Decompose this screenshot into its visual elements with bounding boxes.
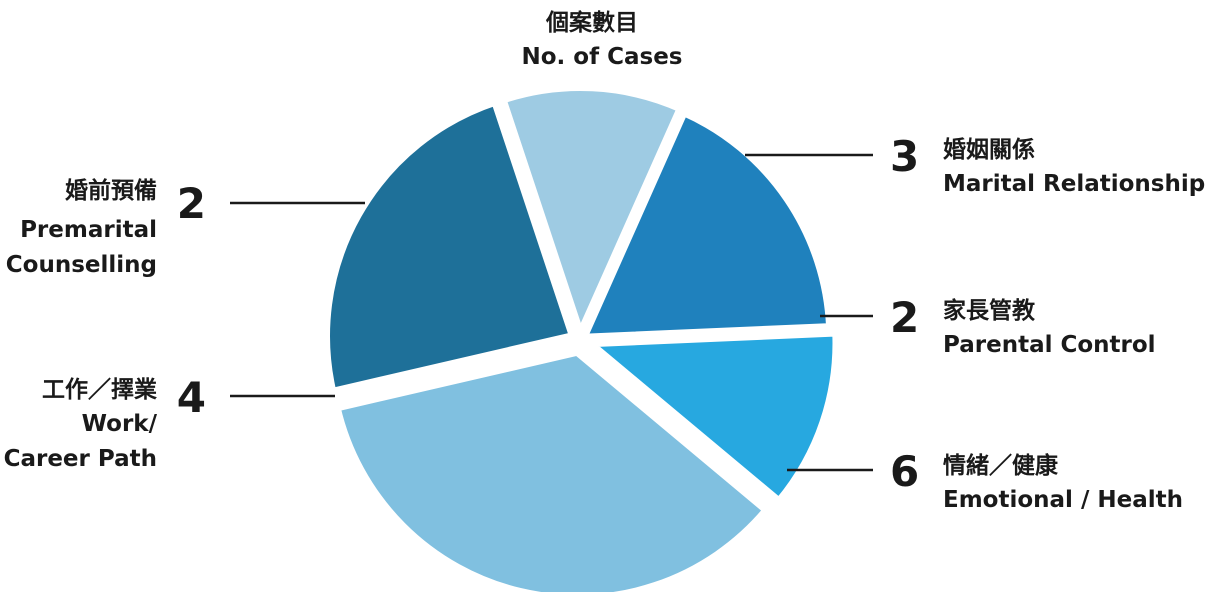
- value-label-work: 4: [177, 373, 206, 422]
- value-label-emotional: 6: [890, 447, 919, 496]
- category-label-en-premarital: Counselling: [6, 252, 157, 278]
- value-label-premarital: 2: [177, 179, 206, 228]
- pie-slice-premarital: [497, 83, 687, 346]
- category-label-en-parental: Parental Control: [943, 332, 1156, 358]
- pie-slice-parental: [578, 328, 841, 508]
- category-label-en-emotional: Emotional / Health: [943, 487, 1183, 513]
- value-label-marital: 3: [890, 132, 919, 181]
- category-label-en-work: Career Path: [4, 446, 157, 472]
- pie-slice-marital: [577, 106, 835, 343]
- slice-label-emotional: 6 情緒／健康 Emotional / Health: [787, 447, 1183, 513]
- slice-label-parental: 2 家長管教 Parental Control: [820, 293, 1156, 358]
- category-label-zh-work: 工作／擇業: [42, 376, 158, 403]
- category-label-en-work: Work/: [82, 411, 158, 437]
- category-label-zh-premarital: 婚前預備: [65, 177, 157, 204]
- chart-subtitle: No. of Cases: [522, 44, 683, 70]
- pie-slices: [322, 83, 841, 592]
- category-label-zh-marital: 婚姻關係: [943, 136, 1035, 163]
- category-label-en-premarital: Premarital: [20, 217, 157, 243]
- value-label-parental: 2: [890, 293, 919, 342]
- pie-slice-work: [322, 96, 579, 397]
- chart-title: 個案數目: [545, 9, 638, 36]
- category-label-en-marital: Marital Relationship: [943, 171, 1205, 197]
- category-label-zh-emotional: 情緒／健康: [943, 452, 1059, 479]
- slice-label-work: 4 工作／擇業 Work/Career Path: [4, 373, 335, 472]
- slice-labels: 3 婚姻關係 Marital Relationship 2 家長管教 Parental C…: [4, 132, 1206, 513]
- slice-label-premarital: 2 婚前預備 Premarital Counselling: [6, 177, 365, 278]
- category-label-zh-parental: 家長管教: [943, 297, 1036, 324]
- slice-label-marital: 3 婚姻關係 Marital Relationship: [745, 132, 1205, 197]
